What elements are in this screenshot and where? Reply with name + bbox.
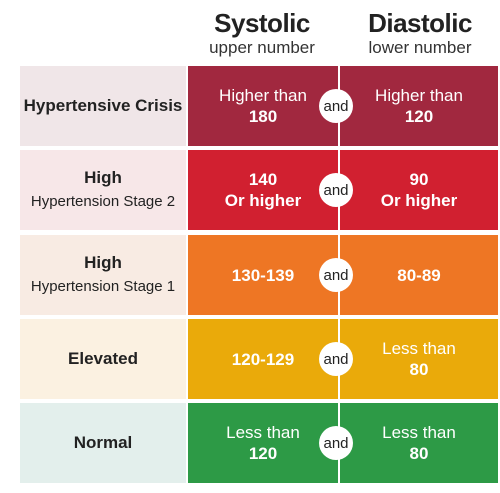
systolic-value: Higher than 180 [188,66,338,146]
category-label-line: Hypertension Stage 2 [30,193,176,210]
diastolic-value-line: 120 [404,107,434,126]
diastolic-value: 80-89 [340,235,498,315]
diastolic-value: Less than 80 [340,403,498,483]
diastolic-value-line: Less than [382,339,456,358]
systolic-column-header: Systolic upper number [188,8,336,58]
category-label: High Hypertension Stage 1 [20,235,186,315]
table-row: Normal Less than 120 Less than 80 and [20,403,498,483]
and-connector: and [319,342,353,376]
category-label-line: Hypertension Stage 1 [30,278,176,295]
category-label-line: High [84,253,122,272]
systolic-value-line: Or higher [224,191,302,210]
systolic-title: Systolic [214,8,310,38]
table-row: High Hypertension Stage 2 140 Or higher 90 Or… [20,150,498,230]
diastolic-value-line: 90 [409,170,429,189]
table-row: Elevated 120-129 Less than 80 and [20,319,498,399]
diastolic-column-header: Diastolic lower number [342,8,498,58]
category-label-line: Hypertensive Crisis [23,96,183,115]
diastolic-value-line: 80 [409,444,429,463]
systolic-value: 140 Or higher [188,150,338,230]
category-label-line: Normal [73,433,133,452]
systolic-value-line: Higher than [219,86,307,105]
diastolic-subtitle: lower number [368,38,472,57]
category-label-line: Elevated [68,349,138,368]
category-label: Normal [20,403,186,483]
diastolic-value: Higher than 120 [340,66,498,146]
systolic-value-line: 130-139 [231,265,295,285]
diastolic-value-line: Or higher [380,191,458,210]
category-label: Hypertensive Crisis [20,66,186,146]
systolic-value: Less than 120 [188,403,338,483]
table-row: Hypertensive Crisis Higher than 180 Higher … [20,66,498,146]
diastolic-value-line: Less than [382,423,456,442]
systolic-value-line: Less than [226,423,300,442]
diastolic-value-line: 80-89 [397,265,441,285]
systolic-value: 130-139 [188,235,338,315]
diastolic-value: Less than 80 [340,319,498,399]
systolic-value-line: 180 [248,107,278,126]
diastolic-title: Diastolic [368,8,472,38]
systolic-value-line: 120 [248,444,278,463]
table-row: High Hypertension Stage 1 130-139 80-89 and [20,235,498,315]
and-connector: and [319,173,353,207]
systolic-value-line: 120-129 [231,349,295,369]
diastolic-value-line: 80 [409,360,429,379]
and-connector: and [319,426,353,460]
category-label-line: High [84,168,122,187]
category-label: Elevated [20,319,186,399]
diastolic-value-line: Higher than [375,86,463,105]
category-label: High Hypertension Stage 2 [20,150,186,230]
systolic-subtitle: upper number [209,38,315,57]
systolic-value: 120-129 [188,319,338,399]
and-connector: and [319,258,353,292]
systolic-value-line: 140 [248,170,278,189]
diastolic-value: 90 Or higher [340,150,498,230]
and-connector: and [319,89,353,123]
